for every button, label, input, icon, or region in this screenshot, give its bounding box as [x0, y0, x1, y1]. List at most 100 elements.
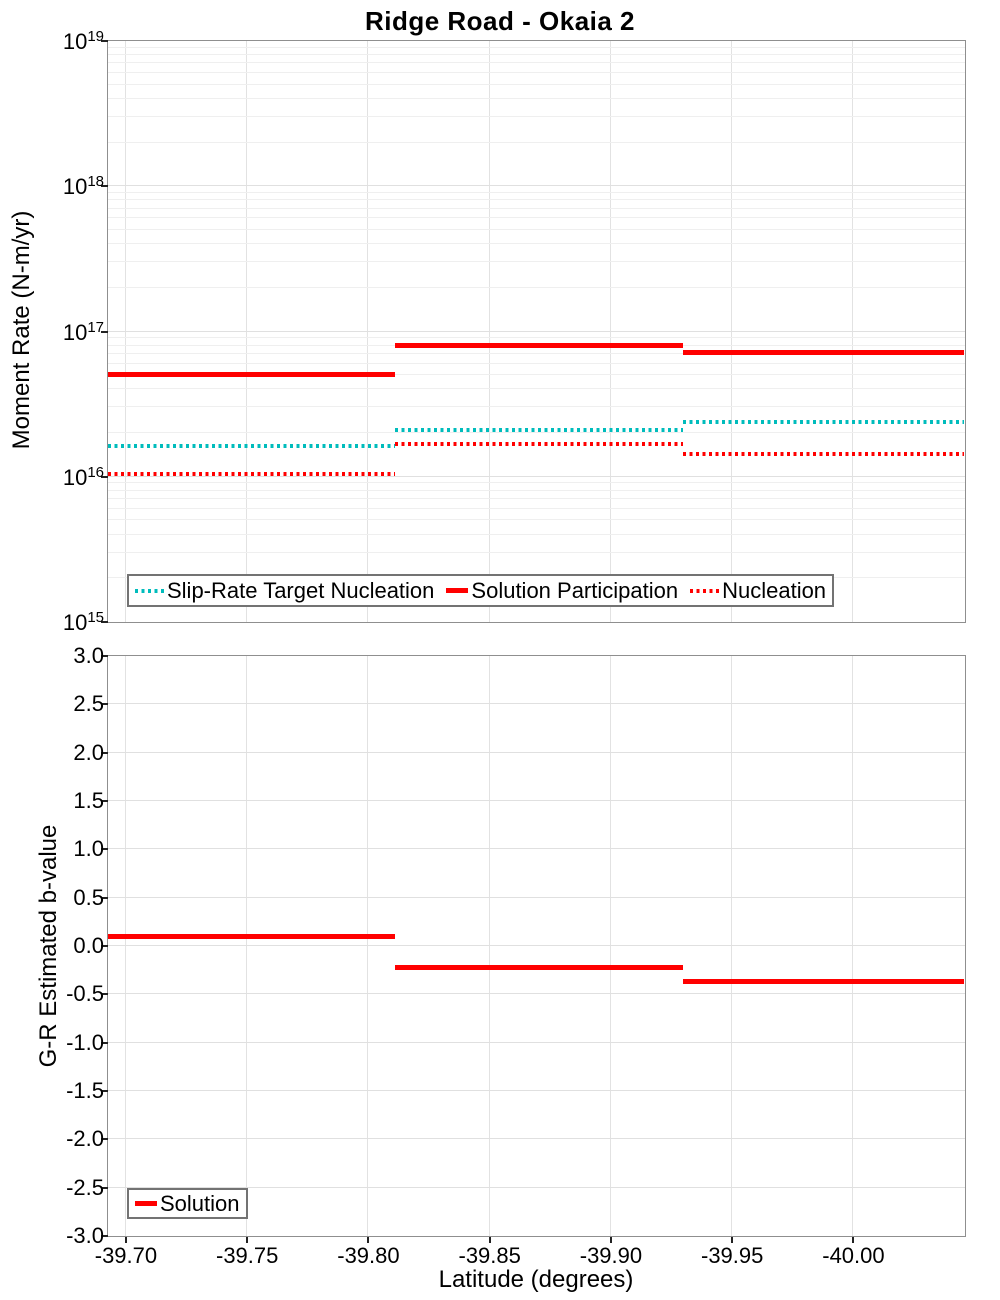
legend-label-solution: Solution — [160, 1190, 240, 1216]
y-tick-mark — [101, 185, 108, 188]
series-segment-solution-participation — [683, 350, 965, 356]
x-tick-mark — [246, 1237, 249, 1243]
series-segment-slip-rate-target-nucleation — [107, 443, 395, 448]
gridline-minor — [107, 498, 965, 500]
y-tick-label: 1015 — [62, 608, 104, 636]
y-tick-label: 3.0 — [73, 643, 104, 668]
x-tick-label: -39.95 — [700, 1243, 764, 1268]
y-tick-label: -2.5 — [66, 1174, 104, 1200]
x-axis-label-latitude: Latitude (degrees) — [438, 1266, 634, 1293]
gridline-minor — [107, 46, 965, 48]
gridline-minor — [107, 432, 965, 434]
nucleation-swatch — [690, 588, 720, 593]
gridline-major — [107, 475, 965, 477]
gridline-minor — [107, 72, 965, 74]
y-tick-mark — [101, 621, 108, 623]
b-value-plot — [106, 654, 966, 1237]
series-segment-nucleation — [107, 472, 395, 477]
gridline-major — [107, 1186, 965, 1188]
series-segment-slip-rate-target-nucleation — [394, 427, 684, 432]
y-tick-mark — [101, 896, 108, 899]
gridline-minor — [107, 388, 965, 390]
gridline-major — [107, 896, 965, 898]
moment-rate-plot — [106, 39, 966, 623]
gridline-major — [107, 1138, 965, 1140]
y-tick-label: -0.5 — [66, 981, 104, 1007]
y-tick-label: 1017 — [62, 318, 104, 345]
gridline-minor — [107, 551, 965, 553]
y-tick-mark — [101, 40, 108, 42]
gridline-major — [107, 1041, 965, 1043]
y-tick-label: 1016 — [62, 463, 104, 490]
solution-participation-swatch — [446, 588, 469, 593]
solution-swatch — [135, 1201, 157, 1206]
x-tick-mark — [367, 1237, 370, 1243]
y-axis-label-b-value: G-R Estimated b-value — [35, 824, 62, 1068]
gridline-minor — [107, 62, 965, 64]
x-tick-mark — [852, 1237, 855, 1243]
gridline-minor — [107, 286, 965, 288]
series-segment-solution — [107, 934, 395, 940]
gridline-major — [107, 1090, 965, 1091]
gridline-minor — [107, 54, 965, 56]
x-tick-label: -40.00 — [822, 1243, 885, 1268]
y-tick-mark — [101, 945, 108, 947]
series-segment-solution — [394, 965, 684, 971]
gridline-minor — [107, 115, 965, 117]
gridline-minor — [107, 97, 965, 99]
slip-rate-target-nucleation-swatch — [135, 588, 164, 593]
gridline-minor — [107, 337, 965, 339]
y-tick-mark — [101, 703, 108, 706]
y-tick-mark — [101, 993, 108, 996]
x-tick-label: -39.70 — [94, 1243, 158, 1268]
x-tick-mark — [609, 1237, 612, 1243]
gridline-minor — [107, 191, 965, 193]
gridline-minor — [107, 374, 965, 376]
series-segment-solution — [683, 978, 965, 984]
gridline-major — [107, 945, 965, 946]
x-tick-mark — [731, 1237, 734, 1243]
gridline-minor — [107, 217, 965, 219]
y-tick-label: -1.5 — [66, 1078, 104, 1103]
gridline-minor — [107, 482, 965, 484]
x-tick-label: -39.90 — [579, 1243, 643, 1268]
y-tick-mark — [101, 1235, 108, 1237]
gridline-minor — [107, 352, 965, 354]
y-tick-label: 0.0 — [73, 933, 104, 958]
y-tick-mark — [101, 655, 108, 657]
gridline-major — [107, 185, 965, 187]
x-tick-label: -39.80 — [337, 1243, 400, 1268]
y-tick-label: 1.0 — [73, 836, 104, 862]
b-value-legend: Solution — [127, 1188, 248, 1219]
series-segment-nucleation — [683, 451, 965, 456]
y-tick-label: 2.0 — [73, 739, 104, 765]
x-tick-mark — [124, 1237, 127, 1243]
gridline-minor — [107, 489, 965, 491]
gridline-major — [107, 751, 965, 753]
moment-rate-legend: Slip-Rate Target Nucleation Solution Par… — [127, 574, 835, 607]
gridline-minor — [107, 261, 965, 263]
series-segment-slip-rate-target-nucleation — [683, 419, 965, 424]
y-tick-label: -2.0 — [66, 1126, 104, 1152]
x-tick-mark — [488, 1237, 491, 1243]
y-tick-label: 1018 — [62, 173, 104, 200]
series-segment-solution-participation — [394, 342, 684, 348]
y-tick-label: 1.5 — [73, 788, 104, 813]
series-segment-solution-participation — [107, 372, 395, 378]
gridline-minor — [107, 533, 965, 535]
gridline-major — [107, 993, 965, 995]
gridline-minor — [107, 507, 965, 509]
y-axis-label-moment-rate: Moment Rate (N-m/yr) — [8, 210, 35, 450]
x-tick-label: -39.85 — [458, 1243, 521, 1268]
gridline-minor — [107, 406, 965, 408]
legend-label-slip-rate-target-nucleation: Slip-Rate Target Nucleation — [167, 577, 435, 603]
legend-label-nucleation: Nucleation — [722, 577, 827, 603]
series-segment-nucleation — [394, 442, 684, 447]
y-tick-label: -3.0 — [66, 1223, 104, 1248]
chart-title: Ridge Road - Okaia 2 — [364, 6, 636, 36]
gridline-major — [107, 703, 965, 705]
y-tick-label: -1.0 — [66, 1029, 104, 1055]
y-tick-mark — [101, 1041, 108, 1044]
gridline-minor — [107, 243, 965, 245]
